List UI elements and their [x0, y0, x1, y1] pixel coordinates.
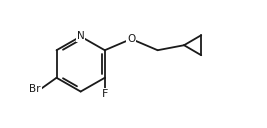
- Text: N: N: [77, 31, 85, 41]
- Text: Br: Br: [29, 84, 41, 94]
- Text: F: F: [102, 89, 108, 99]
- Text: O: O: [127, 34, 135, 44]
